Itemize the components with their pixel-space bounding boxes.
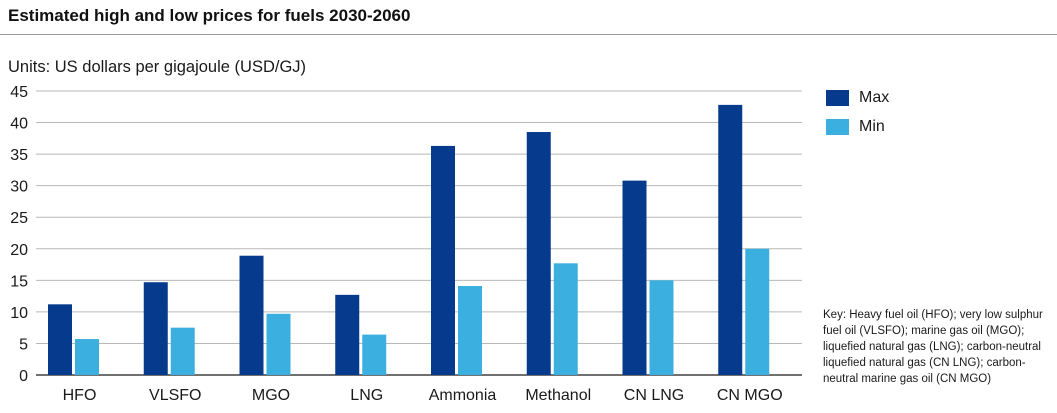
y-tick-label: 40 xyxy=(10,116,28,133)
y-tick-label: 20 xyxy=(10,242,28,259)
bar-min-cn-lng xyxy=(649,280,674,375)
bar-min-hfo xyxy=(75,339,99,375)
bar-min-lng xyxy=(362,334,387,375)
y-tick-label: 0 xyxy=(19,368,28,385)
bar-max-cn-mgo xyxy=(718,104,743,375)
legend-label-max: Max xyxy=(859,89,890,106)
legend-label-min: Min xyxy=(859,118,885,135)
title-divider xyxy=(0,34,1057,35)
x-tick-label: Ammonia xyxy=(429,387,497,404)
x-tick-label: VLSFO xyxy=(149,387,201,404)
x-tick-label: CN LNG xyxy=(624,387,684,404)
chart-title: Estimated high and low prices for fuels … xyxy=(8,6,411,25)
x-tick-label: MGO xyxy=(252,387,290,404)
bar-max-ammonia xyxy=(431,145,455,375)
bar-max-hfo xyxy=(48,304,72,375)
x-tick-label: HFO xyxy=(63,387,97,404)
y-tick-label: 35 xyxy=(10,147,28,164)
legend-item-min: Min xyxy=(826,115,889,139)
bar-min-vlsfo xyxy=(170,327,195,375)
legend-swatch-max xyxy=(826,90,849,106)
legend-item-max: Max xyxy=(826,86,889,110)
y-tick-label: 5 xyxy=(19,336,28,353)
y-tick-label: 10 xyxy=(10,305,28,322)
x-tick-label: Methanol xyxy=(525,387,591,404)
bar-max-vlsfo xyxy=(143,282,168,375)
key-note: Key: Heavy fuel oil (HFO); very low sulp… xyxy=(823,309,1043,385)
legend-swatch-min xyxy=(826,119,849,135)
bar-min-mgo xyxy=(266,313,291,375)
bar-min-cn-mgo xyxy=(745,248,770,375)
x-tick-label: CN MGO xyxy=(717,387,783,404)
x-tick-label: LNG xyxy=(350,387,383,404)
y-tick-label: 25 xyxy=(10,210,28,227)
bar-min-methanol xyxy=(553,263,578,375)
bar-min-ammonia xyxy=(458,286,482,375)
y-tick-label: 45 xyxy=(10,84,28,101)
bar-max-methanol xyxy=(526,132,551,375)
y-tick-label: 30 xyxy=(10,179,28,196)
bar-max-lng xyxy=(335,294,360,375)
units-label: Units: US dollars per gigajoule (USD/GJ) xyxy=(8,58,307,76)
y-tick-label: 15 xyxy=(10,273,28,290)
legend: Max Min xyxy=(826,86,889,144)
bar-max-cn-lng xyxy=(622,180,647,375)
bar-max-mgo xyxy=(239,255,264,375)
